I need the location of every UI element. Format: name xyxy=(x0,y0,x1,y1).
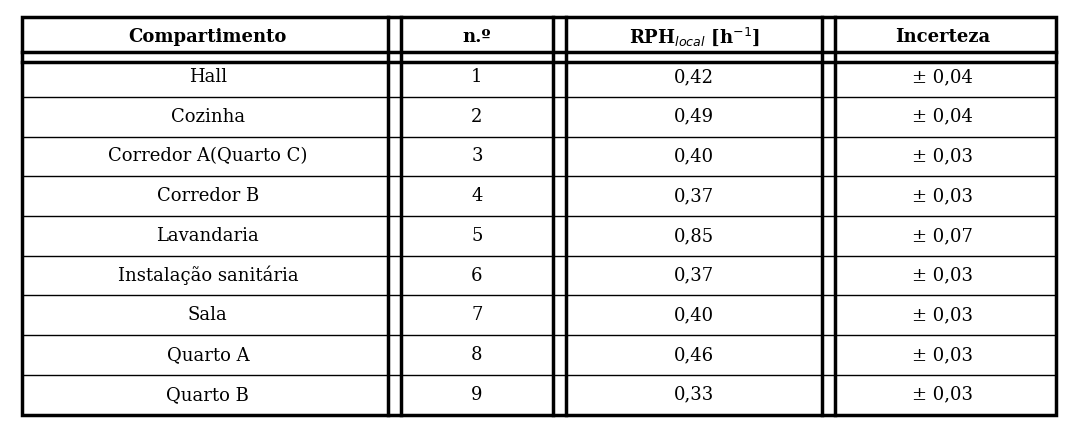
Text: 7: 7 xyxy=(471,306,483,324)
Text: 4: 4 xyxy=(471,187,483,205)
Text: Quarto A: Quarto A xyxy=(166,346,249,364)
Text: Instalação sanitária: Instalação sanitária xyxy=(118,266,299,286)
Text: 0,49: 0,49 xyxy=(674,108,715,126)
Text: ± 0,03: ± 0,03 xyxy=(912,267,973,285)
Text: 0,37: 0,37 xyxy=(674,187,715,205)
Text: 5: 5 xyxy=(471,227,483,245)
Text: Corredor B: Corredor B xyxy=(156,187,259,205)
Text: ± 0,07: ± 0,07 xyxy=(912,227,973,245)
Text: 9: 9 xyxy=(471,386,483,404)
Text: 0,40: 0,40 xyxy=(674,306,715,324)
Text: 0,37: 0,37 xyxy=(674,267,715,285)
Text: Incerteza: Incerteza xyxy=(895,28,991,46)
Text: ± 0,03: ± 0,03 xyxy=(912,306,973,324)
Text: RPH$_{local}$ [h$^{-1}$]: RPH$_{local}$ [h$^{-1}$] xyxy=(628,26,760,48)
Text: Compartimento: Compartimento xyxy=(128,28,287,46)
Text: 0,46: 0,46 xyxy=(674,346,715,364)
Text: ± 0,03: ± 0,03 xyxy=(912,346,973,364)
Text: 0,85: 0,85 xyxy=(674,227,715,245)
Text: ± 0,04: ± 0,04 xyxy=(912,108,973,126)
Text: Lavandaria: Lavandaria xyxy=(156,227,259,245)
Text: Quarto B: Quarto B xyxy=(166,386,249,404)
Text: ± 0,04: ± 0,04 xyxy=(912,68,973,86)
Text: 8: 8 xyxy=(471,346,483,364)
Text: 1: 1 xyxy=(471,68,483,86)
Text: Corredor A(Quarto C): Corredor A(Quarto C) xyxy=(108,147,307,165)
Text: 0,40: 0,40 xyxy=(674,147,715,165)
Text: ± 0,03: ± 0,03 xyxy=(912,147,973,165)
Text: 0,42: 0,42 xyxy=(674,68,715,86)
Text: Cozinha: Cozinha xyxy=(170,108,245,126)
Text: 3: 3 xyxy=(471,147,483,165)
Text: 2: 2 xyxy=(471,108,483,126)
Text: ± 0,03: ± 0,03 xyxy=(912,187,973,205)
Text: ± 0,03: ± 0,03 xyxy=(912,386,973,404)
Text: 0,33: 0,33 xyxy=(674,386,715,404)
Text: 6: 6 xyxy=(471,267,483,285)
Text: Sala: Sala xyxy=(188,306,227,324)
Text: n.º: n.º xyxy=(462,28,492,46)
Text: Hall: Hall xyxy=(189,68,226,86)
